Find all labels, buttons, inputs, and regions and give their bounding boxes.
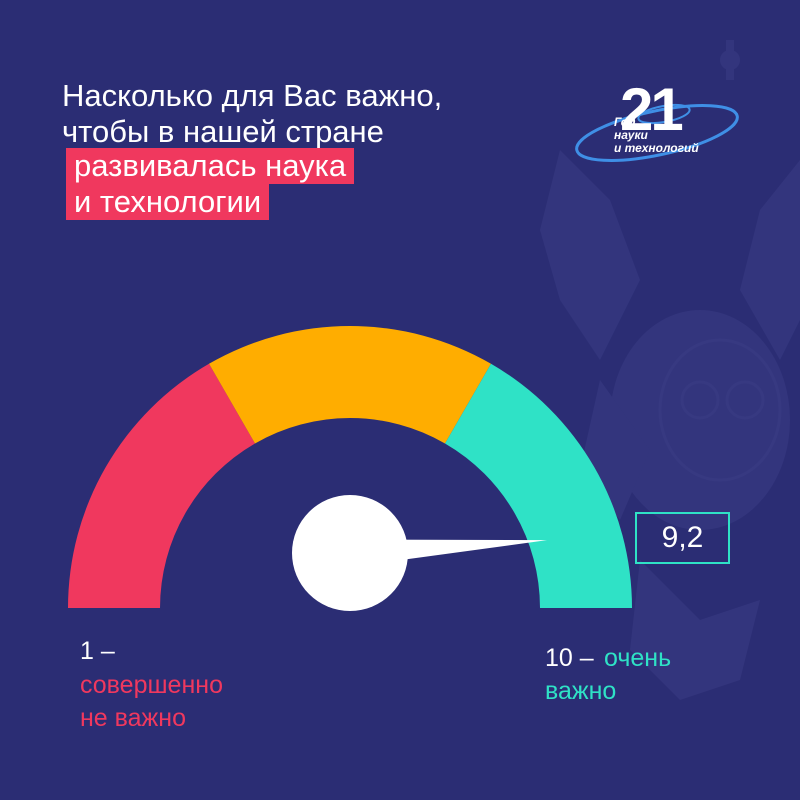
logo-number: 21 xyxy=(620,76,684,143)
logo-text-line-3: и технологий xyxy=(614,141,699,155)
year-of-science-logo: 21 Год науки и технологий xyxy=(572,78,742,188)
min-label-text-1: совершенно xyxy=(80,671,223,699)
gauge-segment-mid xyxy=(209,325,491,444)
max-label-text-2: важно xyxy=(545,677,617,705)
question-line-2: чтобы в нашей стране xyxy=(62,114,384,149)
gauge-segment-high xyxy=(445,363,632,608)
min-label-text-2: не важно xyxy=(80,704,186,732)
question-line-1: Насколько для Вас важно, xyxy=(62,78,443,113)
max-label-text-1: очень xyxy=(604,644,672,672)
gauge-hub-icon xyxy=(292,495,408,611)
gauge-segment-low xyxy=(68,363,255,608)
max-label-number: 10 – xyxy=(545,644,594,672)
question-highlight-line-2: и технологии xyxy=(66,184,270,220)
logo-text-line-1: Год xyxy=(614,115,636,129)
logo-text-line-2: науки xyxy=(614,128,648,142)
logo-orbit-icon xyxy=(575,103,739,162)
min-label-number: 1 – xyxy=(80,637,115,665)
question-highlight-line-1: развивалась наука xyxy=(66,148,355,184)
gauge-value-box: 9,2 xyxy=(635,512,730,564)
